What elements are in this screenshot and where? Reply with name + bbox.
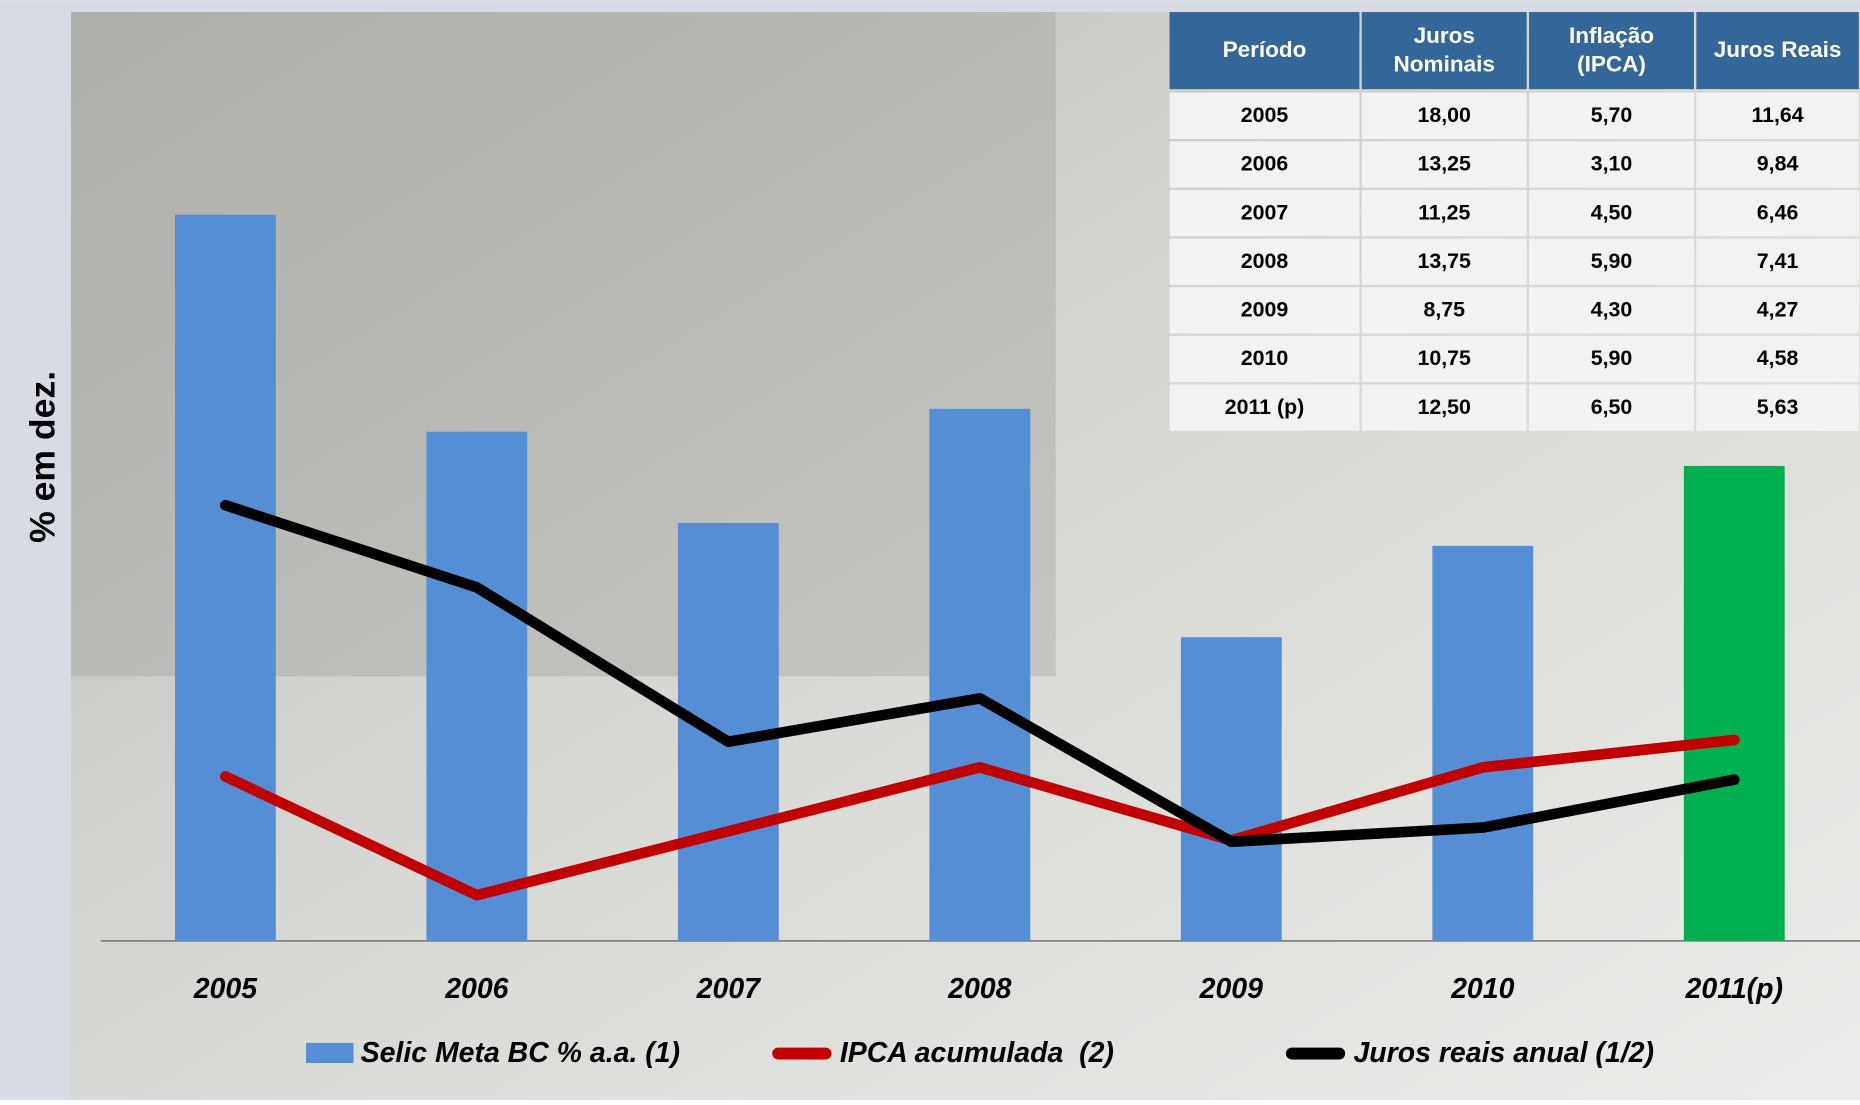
data-table: Período Juros Nominais Inflação (IPCA) Juros … — [1169, 12, 1859, 431]
table-cell — [1361, 335, 1527, 383]
table-cell — [1361, 287, 1527, 334]
table-cell-text: 2008 — [1241, 249, 1289, 273]
table-header-text: Juros Reais — [1714, 37, 1842, 62]
table-cell-text: 5,63 — [1757, 395, 1799, 419]
table-cell-text: 5,70 — [1591, 103, 1633, 127]
legend-label: IPCA acumulada (2) — [840, 1037, 1114, 1069]
x-tick-label: 2008 — [947, 973, 1011, 1005]
table-cell — [1529, 238, 1694, 285]
table-cell-text: 2007 — [1241, 200, 1288, 224]
table-header-cell — [1696, 12, 1859, 90]
bar — [1180, 637, 1282, 941]
table-cell-text: 8,75 — [1423, 298, 1465, 322]
x-tick-label: 2005 — [193, 973, 258, 1005]
table-cell — [1529, 335, 1694, 383]
table-cell-text: 13,75 — [1418, 249, 1472, 273]
bar — [426, 431, 528, 941]
line-series — [220, 499, 1740, 848]
table-cell — [1361, 189, 1527, 237]
table-cell-text: 5,90 — [1591, 346, 1633, 370]
table-cell — [1696, 384, 1859, 431]
table-cell-text: 2010 — [1241, 346, 1288, 370]
table-cell-text: 6,50 — [1591, 395, 1633, 419]
table-cell — [1361, 141, 1527, 188]
table-cell-text: 4,30 — [1591, 298, 1633, 322]
x-tick-label: 2010 — [1450, 973, 1514, 1005]
table-header-cell — [1361, 12, 1527, 90]
table-cell — [1696, 92, 1859, 139]
x-tick-label: 2009 — [1199, 973, 1263, 1005]
table-cell — [1529, 189, 1694, 237]
table-cell — [1361, 92, 1527, 139]
table-header-text: Período — [1223, 37, 1307, 62]
table-header-text: (IPCA) — [1577, 51, 1646, 76]
table-cell — [1696, 189, 1859, 237]
table-cell — [1169, 287, 1360, 334]
x-tick-label: 2007 — [696, 973, 761, 1005]
bar — [1683, 465, 1785, 941]
line-series — [220, 734, 1740, 901]
table-cell — [1696, 238, 1859, 285]
table-cell — [1529, 287, 1694, 334]
bar — [1432, 545, 1534, 941]
legend-label: Juros reais anual (1/2) — [1353, 1037, 1653, 1069]
table-cell — [1529, 92, 1694, 139]
table-cell-text: 3,10 — [1591, 152, 1633, 176]
table-cell-text: 11,25 — [1418, 200, 1470, 224]
table-cell-text: 18,00 — [1418, 103, 1471, 127]
table-cell — [1529, 141, 1694, 188]
x-tick-label: 2011(p) — [1685, 973, 1784, 1005]
bar — [929, 408, 1031, 941]
table-cell — [1169, 141, 1360, 188]
table-cell — [1361, 238, 1527, 285]
table-cell-text: 5,90 — [1591, 249, 1633, 273]
table-cell-text: 2009 — [1241, 298, 1289, 322]
table-cell — [1529, 384, 1694, 431]
table-cell-text: 4,50 — [1591, 200, 1633, 224]
bar — [174, 214, 276, 941]
table-header-text: Juros — [1414, 23, 1475, 48]
table-cell — [1169, 92, 1360, 139]
table-cell-text: 11,64 — [1751, 103, 1803, 127]
table-cell — [1169, 189, 1360, 237]
table-cell — [1696, 335, 1859, 383]
table-header-cell — [1169, 12, 1360, 90]
table-cell-text: 4,27 — [1757, 298, 1799, 322]
x-tick-label: 2006 — [444, 973, 508, 1005]
table-cell-text: 9,84 — [1757, 152, 1799, 176]
table-cell-text: 13,25 — [1418, 152, 1472, 176]
legend-swatch — [306, 1042, 354, 1064]
table-cell-text: 10,75 — [1418, 346, 1472, 370]
table-cell-text: 2006 — [1241, 152, 1289, 176]
table-cell — [1696, 141, 1859, 188]
table-header-text: Nominais — [1394, 51, 1495, 76]
table-header-cell — [1529, 12, 1694, 90]
y-axis-label: % em dez. — [22, 371, 62, 543]
table-cell-text: 2005 — [1241, 103, 1289, 127]
table-cell-text: 6,46 — [1757, 200, 1799, 224]
table-cell-text: 2011 (p) — [1225, 395, 1305, 419]
table-cell — [1361, 384, 1527, 431]
legend-label: Selic Meta BC % a.a. (1) — [361, 1037, 680, 1069]
table-cell — [1169, 384, 1360, 431]
table-cell-text: 4,58 — [1757, 346, 1799, 370]
table-cell — [1169, 238, 1360, 285]
table-cell-text: 12,50 — [1418, 395, 1471, 419]
table-cell — [1696, 287, 1859, 334]
table-header-text: Inflação — [1569, 23, 1654, 48]
table-cell — [1169, 335, 1360, 383]
table-cell-text: 7,41 — [1757, 249, 1799, 273]
